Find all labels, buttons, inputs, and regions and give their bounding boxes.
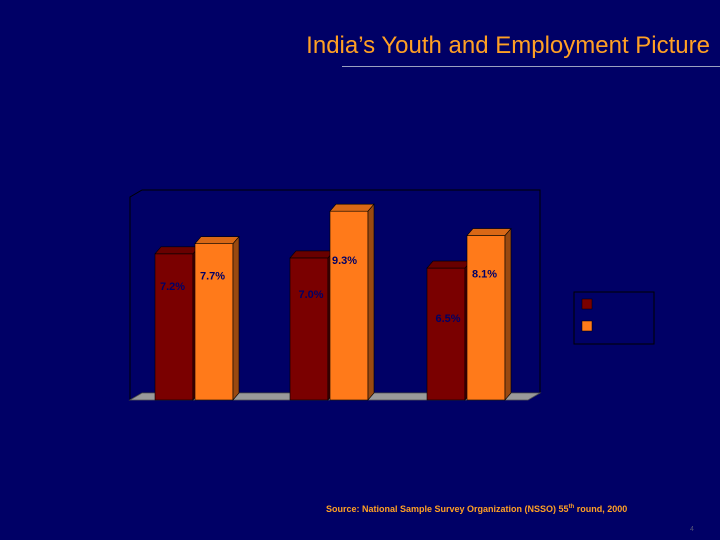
legend-swatch-urban <box>581 320 593 332</box>
legend-label-rural: Rural <box>598 297 636 314</box>
bar-top-urban <box>194 236 240 244</box>
data-label-rural: 7.2% <box>160 281 185 293</box>
bar-side-urban <box>367 203 375 401</box>
source-superscript: th <box>568 504 575 510</box>
title-divider <box>342 66 720 67</box>
bar-urban <box>466 235 506 401</box>
data-label-rural: 6.5% <box>435 313 460 325</box>
source-note: Source: National Sample Survey Organizat… <box>326 504 627 514</box>
legend-label-urban: Urban <box>598 319 642 336</box>
y-tick-label: 2% <box>92 352 114 369</box>
bar-side-urban <box>504 227 512 401</box>
bar-rural <box>289 257 329 401</box>
bar-top-rural <box>426 260 472 269</box>
bar-side-urban <box>232 235 240 401</box>
source-text: Source: National Sample Survey Organizat… <box>326 504 569 514</box>
source-text-end: round, 2000 <box>574 504 628 514</box>
y-tick-label: 6% <box>92 271 114 288</box>
data-label-rural: 7.0% <box>298 289 323 301</box>
y-tick-label: 8% <box>92 231 114 248</box>
page-number: 4 <box>690 526 694 533</box>
bar-rural <box>426 267 466 401</box>
bar-rural <box>154 253 194 401</box>
data-label-urban: 8.1% <box>472 269 497 281</box>
y-tick-label: 10% <box>84 190 114 207</box>
y-tick-label: 0% <box>92 393 114 410</box>
category-label: Bihar <box>313 421 351 438</box>
chart-title: Current Daily Status Unemployment Rates … <box>164 154 537 171</box>
bar-top-rural <box>289 250 335 259</box>
bar-urban <box>194 243 234 401</box>
y-tick-label: 4% <box>92 312 114 329</box>
bar-urban <box>329 210 369 401</box>
legend-swatch-rural <box>581 298 593 310</box>
category-label: Maharashtra <box>424 421 514 438</box>
data-label-urban: 7.7% <box>200 271 225 283</box>
category-label: All India <box>169 421 226 438</box>
bar-top-urban <box>329 203 375 212</box>
bar-top-urban <box>466 228 512 236</box>
slide-title: India’s Youth and Employment Picture <box>306 32 710 59</box>
data-label-urban: 9.3% <box>332 255 357 267</box>
bar-top-rural <box>154 246 200 255</box>
